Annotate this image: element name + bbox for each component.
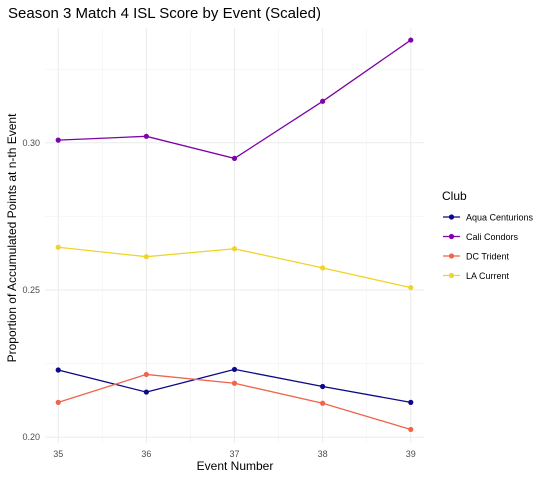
data-point-cali-condors	[143, 133, 149, 139]
legend-label-cali-condors: Cali Condors	[466, 232, 519, 242]
legend-label-la-current: LA Current	[466, 271, 510, 281]
data-point-la-current	[55, 244, 61, 250]
y-axis: 0.20 0.25 0.30	[22, 138, 40, 442]
data-point-cali-condors	[320, 98, 326, 104]
series-layer	[55, 37, 414, 433]
data-point-aqua-centurions	[320, 383, 326, 390]
data-point-aqua-centurions	[55, 367, 61, 373]
y-tick-label: 0.20	[22, 432, 40, 442]
data-point-cali-condors	[231, 155, 238, 161]
chart-title: Season 3 Match 4 ISL Score by Event (Sca…	[8, 5, 321, 22]
x-axis: 35 36 37 38 39	[53, 449, 416, 459]
data-point-la-current	[231, 246, 238, 252]
data-point-cali-condors	[55, 137, 61, 143]
data-point-la-current	[408, 284, 414, 291]
legend-title: Club	[442, 189, 467, 203]
x-tick-label: 35	[53, 449, 63, 459]
y-axis-title: Proportion of Accumulated Points at n-th…	[5, 113, 19, 362]
data-point-dc-trident	[408, 426, 414, 433]
data-point-cali-condors	[408, 37, 414, 43]
data-point-aqua-centurions	[408, 399, 414, 405]
data-point-dc-trident	[231, 380, 238, 386]
legend-key-point-dc-trident	[448, 253, 455, 259]
data-point-dc-trident	[320, 400, 326, 406]
legend-key-point-aqua-centurions	[448, 214, 455, 220]
x-tick-label: 38	[318, 449, 328, 459]
legend-key-point-cali-condors	[448, 233, 455, 240]
y-tick-label: 0.25	[22, 285, 40, 295]
legend-key-point-la-current	[448, 272, 455, 279]
data-point-aqua-centurions	[143, 389, 149, 395]
plot-panel	[45, 28, 424, 443]
data-point-aqua-centurions	[231, 366, 238, 373]
data-point-dc-trident	[143, 371, 149, 378]
legend: Club Aqua Centurions Cali Condors DC Tride…	[442, 189, 534, 281]
x-tick-label: 39	[406, 449, 416, 459]
x-tick-label: 37	[229, 449, 239, 459]
x-tick-label: 36	[141, 449, 151, 459]
data-point-la-current	[320, 265, 326, 271]
legend-label-aqua-centurions: Aqua Centurions	[466, 213, 534, 223]
data-point-la-current	[143, 254, 149, 260]
legend-label-dc-trident: DC Trident	[466, 252, 510, 262]
x-axis-title: Event Number	[197, 459, 274, 473]
data-point-dc-trident	[55, 399, 61, 405]
y-tick-label: 0.30	[22, 138, 40, 148]
